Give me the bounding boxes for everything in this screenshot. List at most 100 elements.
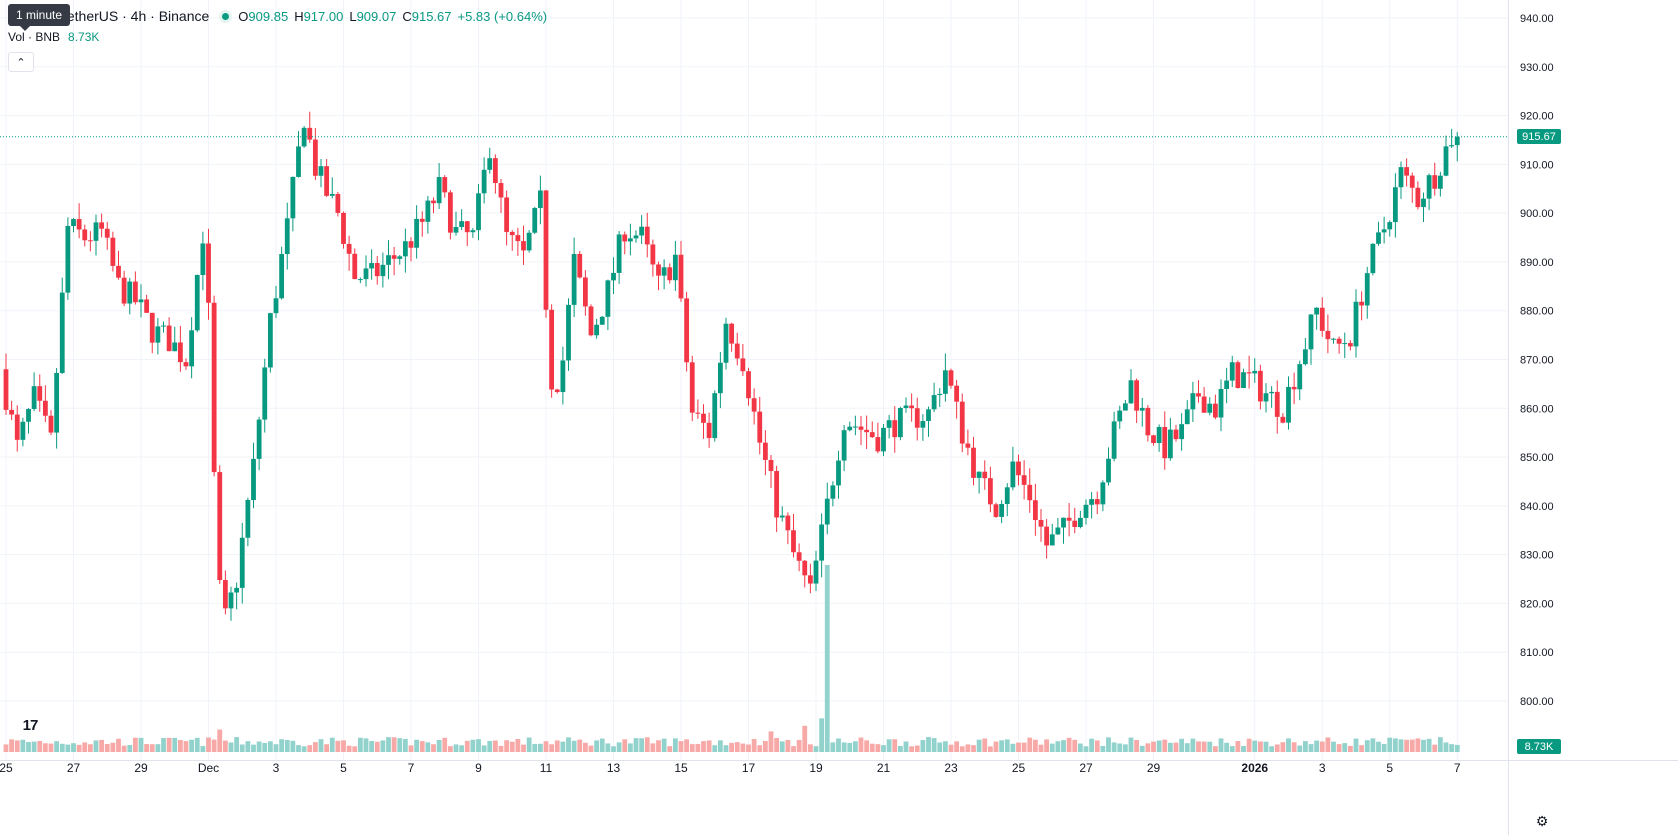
candle-body (712, 393, 718, 439)
volume-bar (684, 739, 690, 752)
candle-body (481, 169, 487, 194)
volume-value: 8.73K (68, 30, 100, 44)
candle-body (279, 254, 285, 299)
volume-bar (1151, 741, 1156, 752)
candle-body (262, 367, 268, 420)
candle-body (1263, 393, 1269, 402)
volume-bar (211, 739, 217, 752)
candle-body (217, 472, 223, 581)
volume-bar (1044, 739, 1050, 752)
volume-bar (1094, 740, 1100, 752)
candle-body (402, 241, 408, 257)
candle-body (149, 312, 155, 343)
volume-bar (532, 743, 538, 752)
volume-bar (1387, 737, 1393, 752)
candle-body (791, 530, 796, 553)
candle-body (54, 372, 60, 433)
candle-body (357, 279, 363, 281)
tradingview-logo-icon[interactable]: 17 (16, 714, 44, 736)
volume-bar (1257, 741, 1263, 752)
volume-bar (391, 737, 397, 752)
candle-body (65, 226, 71, 293)
candle-body (380, 264, 386, 277)
volume-bar (1353, 738, 1359, 752)
candle-body (644, 226, 650, 245)
candle-body (110, 237, 116, 266)
time-tick-label: 25 (1012, 761, 1026, 775)
candle-body (796, 552, 802, 561)
candle-body (273, 298, 279, 314)
candle-body (99, 222, 105, 229)
time-tick-label: 2026 (1241, 761, 1268, 775)
market-status-icon[interactable] (219, 9, 233, 23)
volume-bar (177, 740, 183, 752)
candle-body (852, 426, 858, 428)
candle-body (858, 426, 864, 430)
candle-body (549, 309, 555, 390)
volume-bar (712, 745, 718, 752)
candle-body (740, 358, 746, 372)
candle-body (1319, 307, 1325, 331)
price-tick-label: 800.00 (1520, 696, 1554, 708)
candle-body (1145, 407, 1151, 436)
candle-body (504, 197, 510, 232)
volume-bar (194, 737, 200, 752)
candle-body (875, 437, 881, 452)
volume-bar (37, 740, 43, 752)
volume-bar (363, 738, 369, 752)
candle-body (1336, 338, 1342, 344)
volume-bar (144, 744, 150, 752)
candle-body (1151, 435, 1156, 444)
volume-bar (1432, 744, 1438, 752)
collapse-legend-button[interactable]: ⌃ (8, 52, 34, 72)
volume-bar (329, 737, 335, 752)
volume-bar (357, 737, 363, 752)
time-tick-label: 23 (944, 761, 958, 775)
volume-bar (1167, 742, 1173, 752)
candle-body (1128, 380, 1134, 404)
candle-body (1139, 407, 1145, 411)
candle-body (1426, 175, 1432, 199)
candle-body (312, 139, 318, 176)
candle-body (397, 256, 403, 259)
time-axis[interactable]: 25 27 29 Dec 3 5 7 9 11 13 15 17 19 21 23 25 27 29 2026 3 5 7 (0, 761, 1461, 775)
volume-label[interactable]: Vol · BNB (8, 30, 61, 44)
price-tick-label: 940.00 (1520, 13, 1554, 25)
volume-bar (99, 739, 105, 752)
time-tick-label: 5 (1386, 761, 1393, 775)
candle-body (206, 243, 211, 303)
volume-bar (942, 741, 948, 752)
volume-bar (335, 740, 341, 752)
candle-body (706, 422, 712, 439)
candle-body (802, 560, 808, 576)
volume-bar (222, 740, 228, 752)
gear-icon[interactable]: ⚙ (1535, 812, 1549, 829)
candle-body (1066, 517, 1072, 521)
price-change: +5.83 (+0.64%) (457, 8, 548, 24)
volume-bar (1184, 743, 1190, 752)
candle-body (509, 231, 515, 236)
volume-bar (1319, 741, 1325, 752)
candle-body (1094, 499, 1100, 505)
volume-bar (1066, 737, 1072, 752)
volume-bar (588, 745, 594, 752)
volume-bar (526, 737, 532, 752)
volume-bar (93, 740, 99, 752)
candle-body (785, 515, 791, 531)
price-tick-label: 900.00 (1520, 208, 1554, 220)
volume-bar (1342, 743, 1348, 752)
volume-bar (689, 744, 695, 752)
candle-body (779, 515, 785, 518)
candle-body (526, 232, 532, 251)
volume-bar (239, 744, 245, 752)
volume-bar (31, 741, 37, 752)
candle-body (166, 325, 172, 352)
volume-bar (869, 743, 875, 752)
candle-body (1173, 429, 1179, 440)
price-axis[interactable]: 940.00 930.00 920.00 910.00 900.00 890.00 880.… (1520, 13, 1554, 708)
candle-body (301, 127, 307, 147)
volume-bar (71, 743, 76, 752)
candle-body (695, 412, 701, 414)
candle-body (26, 408, 31, 422)
